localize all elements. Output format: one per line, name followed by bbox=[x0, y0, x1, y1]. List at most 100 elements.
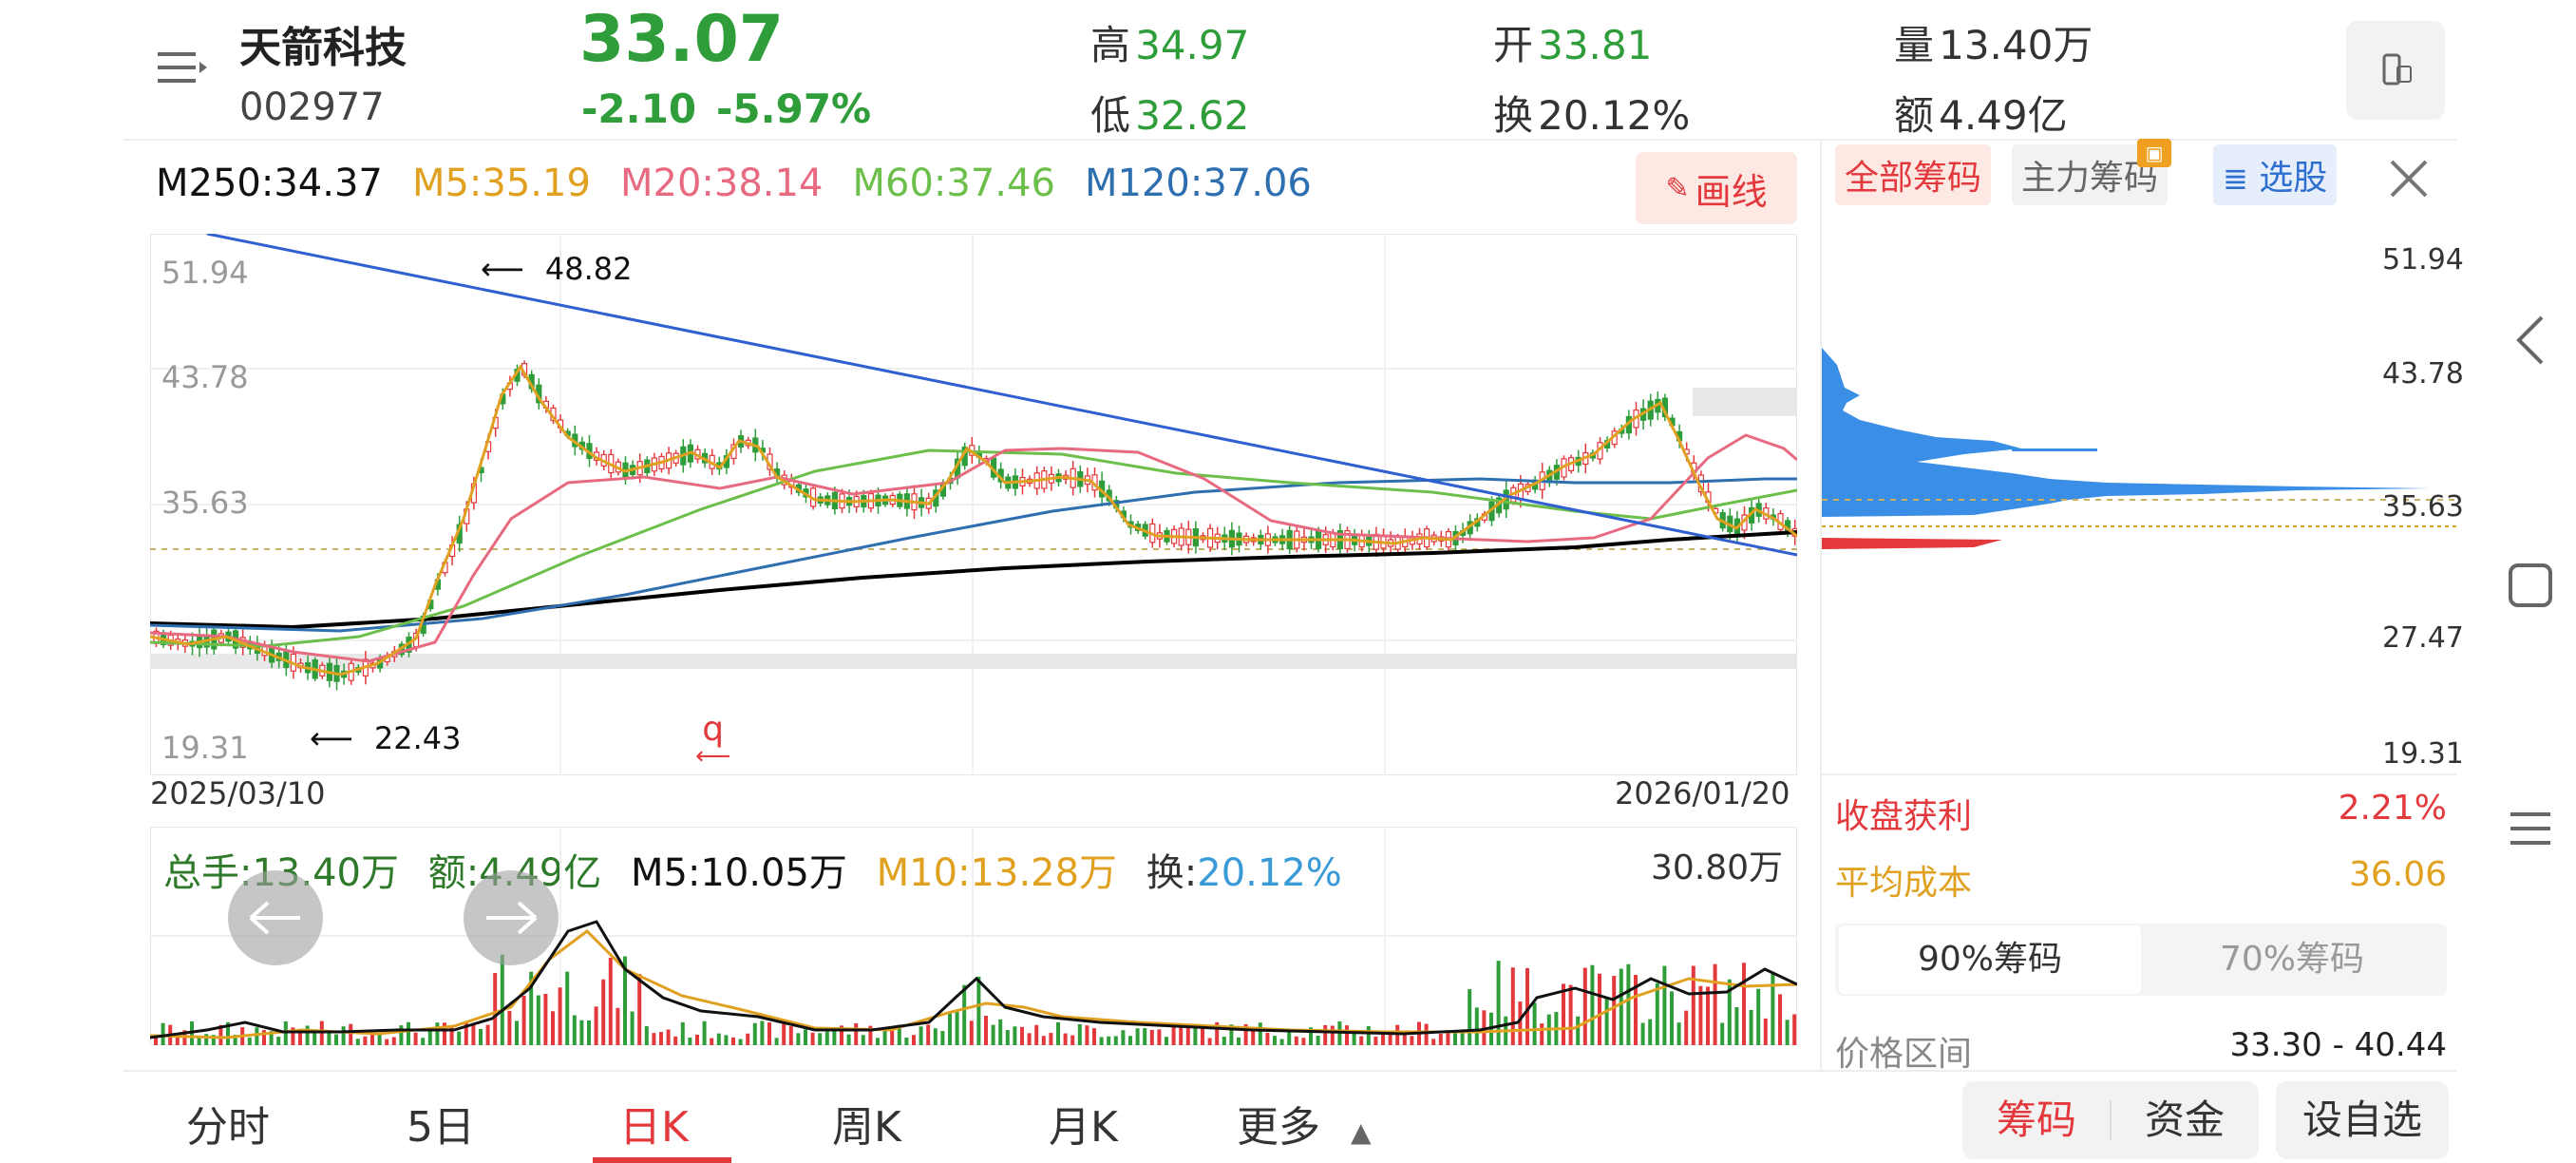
volume-bar bbox=[327, 1030, 331, 1045]
volume-bar bbox=[1373, 1037, 1378, 1045]
ma120-line bbox=[150, 477, 1797, 633]
volume-bar bbox=[767, 1022, 771, 1045]
volume-bar bbox=[969, 1020, 974, 1045]
volume-bar bbox=[1107, 1036, 1111, 1045]
tab-weekly-k[interactable]: 周K bbox=[832, 1103, 901, 1152]
list-menu-icon[interactable] bbox=[152, 38, 213, 99]
previous-arrow-button[interactable] bbox=[228, 870, 323, 965]
active-tab-underline bbox=[593, 1157, 731, 1163]
seg-70-chips[interactable]: 70%筹码 bbox=[2219, 940, 2365, 979]
volume-bar bbox=[1706, 986, 1710, 1045]
tab-all-chips[interactable]: 全部筹码 bbox=[1835, 144, 1992, 205]
ma120-label: M120:37.06 bbox=[1085, 162, 1312, 205]
volume-bar bbox=[673, 1036, 678, 1045]
volume-bar bbox=[796, 1033, 801, 1045]
volume-bar bbox=[355, 1039, 360, 1045]
volume-bar bbox=[948, 1012, 952, 1045]
volume-bar bbox=[890, 1030, 895, 1045]
volume-bar bbox=[1518, 1001, 1523, 1045]
volume-bar bbox=[1185, 1025, 1190, 1045]
tab-monthly-k[interactable]: 月K bbox=[1049, 1103, 1118, 1152]
tab-main-chips[interactable]: 主力筹码 ▣ bbox=[2012, 139, 2172, 205]
volume-bar bbox=[1562, 983, 1565, 1045]
volume-bar bbox=[1431, 1039, 1436, 1045]
volume-bar bbox=[594, 1006, 598, 1045]
volume-bar bbox=[1496, 961, 1501, 1045]
volume-bar bbox=[1013, 1026, 1017, 1045]
volume-m5-line bbox=[150, 920, 1797, 1039]
volume-bar bbox=[1359, 1036, 1364, 1045]
volume-bar bbox=[940, 1031, 945, 1045]
volume-bar bbox=[1316, 1036, 1320, 1045]
volume-bar bbox=[291, 1027, 295, 1045]
volume-bar bbox=[804, 1029, 807, 1045]
volume-m10: M10:13.28万 bbox=[876, 851, 1118, 895]
chips-button[interactable]: 筹码 bbox=[1996, 1096, 2076, 1143]
close-icon[interactable] bbox=[2382, 152, 2435, 205]
tab-main-chips-label: 主力筹码 bbox=[2021, 159, 2159, 198]
funds-button[interactable]: 资金 bbox=[2144, 1096, 2225, 1143]
volume-bar bbox=[840, 1025, 843, 1045]
volume-bar bbox=[1568, 984, 1573, 1045]
volume-bar bbox=[464, 1022, 468, 1045]
volume-bar bbox=[1460, 1030, 1465, 1045]
seg-90-chips[interactable]: 90%筹码 bbox=[1839, 925, 2141, 994]
start-date: 2025/03/10 bbox=[150, 775, 326, 811]
volume-bar bbox=[616, 1007, 620, 1045]
volume-bar bbox=[1179, 1026, 1184, 1045]
volume-bar bbox=[500, 954, 504, 1045]
volume-bar bbox=[688, 1037, 692, 1045]
volume-bar bbox=[1128, 1036, 1132, 1045]
tab-daily-k[interactable]: 日K bbox=[619, 1103, 689, 1152]
volume-bar bbox=[1648, 1019, 1653, 1045]
volume-bar bbox=[161, 1022, 165, 1045]
volume-bar bbox=[1041, 1036, 1046, 1045]
trend-line bbox=[206, 234, 1797, 557]
volume-bar bbox=[774, 1038, 779, 1045]
left-arrow-icon: ⟵ bbox=[310, 720, 353, 756]
tab-stock-picker[interactable]: ≣ 选股 bbox=[2213, 144, 2338, 205]
volume-legend: 总手:13.40万 额:4.49亿 M5:10.05万 M10:13.28万 换… bbox=[163, 842, 1342, 897]
volume-bar bbox=[955, 1012, 959, 1045]
volume-bar bbox=[175, 1035, 180, 1045]
volume-bar bbox=[601, 979, 606, 1045]
volume-bar bbox=[680, 1021, 685, 1045]
volume-bar bbox=[283, 1021, 288, 1045]
volume-bar bbox=[572, 1015, 577, 1045]
low-marker-value: 22.43 bbox=[373, 720, 462, 756]
volume-bar bbox=[1410, 1036, 1414, 1045]
tab-more[interactable]: 更多 ▲ bbox=[1237, 1093, 1372, 1153]
volume-bar bbox=[1251, 1027, 1256, 1045]
volume-bar bbox=[1070, 1035, 1075, 1045]
tab-5-day[interactable]: 5日 bbox=[407, 1103, 475, 1152]
volume-bar bbox=[565, 971, 570, 1045]
volume-bar bbox=[1785, 1020, 1790, 1045]
add-watchlist-button[interactable]: 设自选 bbox=[2276, 1081, 2449, 1159]
kline-chart[interactable] bbox=[150, 234, 1797, 775]
volume-bar bbox=[427, 1028, 432, 1045]
draw-line-button[interactable]: ✎ 画线 bbox=[1636, 152, 1797, 224]
volume-bar bbox=[1273, 1036, 1277, 1045]
chip-percent-toggle: 90%筹码 70%筹码 bbox=[1835, 924, 2447, 996]
volume-bar bbox=[962, 984, 967, 1045]
volume-bar bbox=[760, 1020, 765, 1045]
volume-bar bbox=[1771, 971, 1775, 1045]
volume-bar bbox=[1626, 963, 1631, 1045]
ma5-label: M5:35.19 bbox=[411, 162, 591, 205]
volume-bar bbox=[1640, 1022, 1645, 1045]
stock-name: 天箭科技 bbox=[239, 24, 407, 72]
next-arrow-button[interactable] bbox=[464, 870, 559, 965]
phone-landscape-icon[interactable] bbox=[2346, 21, 2445, 120]
back-chevron-icon[interactable] bbox=[2500, 302, 2561, 378]
volume-bar bbox=[876, 1038, 880, 1045]
volume-bar bbox=[551, 1011, 555, 1045]
volume-bar bbox=[1215, 1021, 1220, 1045]
tab-intraday[interactable]: 分时 bbox=[186, 1103, 270, 1152]
volume-bar bbox=[1135, 1028, 1140, 1045]
volume-bar bbox=[1149, 1029, 1154, 1045]
volume-bar bbox=[1063, 1033, 1068, 1045]
recent-apps-icon[interactable] bbox=[2500, 791, 2561, 867]
volume-bar bbox=[493, 973, 498, 1045]
home-square-icon[interactable] bbox=[2500, 547, 2561, 623]
volume-bar bbox=[1309, 1027, 1313, 1045]
